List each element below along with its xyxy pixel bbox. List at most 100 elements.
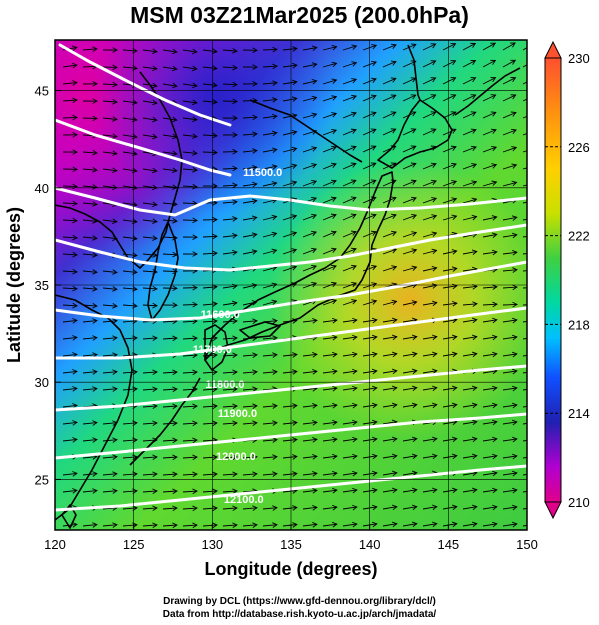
wind-arrow-head (490, 94, 497, 100)
wind-arrow (482, 42, 496, 51)
wind-arrow (182, 151, 197, 154)
wind-arrow-head (292, 471, 298, 477)
wind-arrow-head (252, 471, 258, 477)
wind-arrow (382, 404, 397, 408)
contour-11900 (55, 364, 527, 412)
wind-arrow (462, 438, 477, 442)
wind-arrow (442, 489, 457, 493)
wind-arrow (262, 405, 277, 408)
japan-kyushu-coast (204, 324, 229, 371)
wind-arrow (302, 180, 317, 187)
russia-coast (249, 99, 363, 163)
wind-arrow (462, 421, 477, 425)
wind-arrow-head (331, 128, 338, 135)
wind-arrow (482, 404, 497, 408)
wind-arrow-head (331, 44, 338, 51)
wind-arrow-head (291, 163, 298, 170)
wind-arrow-head (351, 78, 358, 84)
wind-arrow-head (232, 165, 238, 172)
wind-arrow-head (391, 521, 398, 528)
wind-arrow-head (232, 335, 238, 342)
wind-arrow-head (470, 94, 477, 100)
wind-arrow-head (370, 111, 377, 117)
wind-arrow (402, 214, 417, 221)
wind-arrow-head (471, 402, 478, 409)
wind-arrow (442, 111, 456, 119)
wind-arrow (122, 490, 137, 493)
wind-arrow-head (411, 265, 418, 272)
wind-arrow (282, 266, 297, 272)
x-tick-label: 140 (359, 537, 381, 552)
wind-arrow-head (431, 300, 438, 307)
wind-arrow (102, 168, 117, 172)
wind-arrow-head (172, 437, 178, 444)
wind-arrow (102, 422, 117, 425)
wind-arrow (102, 388, 117, 391)
wind-arrow (142, 117, 157, 121)
wind-arrow (82, 117, 98, 119)
wind-arrow (522, 490, 527, 493)
wind-arrow-head (471, 334, 478, 341)
wind-arrow (302, 472, 317, 476)
wind-arrow-head (511, 215, 518, 221)
wind-arrow (482, 370, 497, 374)
wind-arrow-head (371, 60, 377, 67)
wind-arrow-head (511, 521, 518, 528)
wind-arrow (342, 231, 357, 238)
wind-arrow (182, 304, 198, 306)
wind-arrow-head (391, 351, 398, 358)
colorbar-ticks: 230 226 222 218 214 210 (545, 51, 590, 510)
x-tick-label: 145 (437, 537, 459, 552)
wind-arrow (102, 354, 117, 357)
wind-arrow-head (311, 45, 318, 52)
wind-arrow (322, 421, 337, 425)
wind-arrow-head (532, 454, 537, 459)
wind-arrow-head (311, 180, 318, 186)
wind-arrow (342, 489, 357, 493)
wind-arrow (222, 201, 237, 204)
wind-arrow-head (471, 521, 478, 528)
wind-arrow-head (350, 128, 357, 134)
wind-arrow (322, 353, 337, 357)
wind-arrow-head (332, 436, 338, 443)
wind-arrow-head (272, 352, 278, 358)
wind-arrow-head (350, 179, 357, 185)
contour-11800 (55, 306, 527, 360)
wind-arrow-head (332, 317, 338, 324)
wind-arrow-head (371, 282, 378, 288)
wind-arrow-head (511, 163, 518, 169)
wind-arrow-head (172, 335, 178, 342)
wind-arrow (422, 197, 437, 204)
wind-arrow (82, 253, 97, 256)
wind-arrow (342, 319, 357, 323)
wind-arrow (62, 270, 77, 273)
wind-arrow (522, 98, 527, 102)
wind-arrow-head (531, 78, 536, 82)
wind-arrow (62, 472, 77, 476)
y-axis-ticks: 25 30 35 40 45 (35, 84, 61, 487)
wind-arrow-head (312, 505, 318, 511)
wind-arrow-head (431, 521, 438, 528)
wind-arrow (102, 439, 117, 442)
wind-arrow-head (511, 317, 518, 324)
wind-arrow (222, 337, 237, 340)
wind-arrow (82, 456, 97, 459)
wind-arrow-head (511, 351, 518, 358)
wind-arrow (402, 266, 417, 272)
wind-arrow (282, 405, 297, 408)
wind-arrow-head (252, 403, 258, 409)
wind-arrow (422, 43, 436, 51)
wind-arrow-head (212, 233, 218, 240)
wind-arrow (162, 49, 177, 53)
contour-11600 (55, 223, 527, 272)
gridlines (55, 40, 527, 530)
wind-arrow-head (92, 149, 98, 156)
wind-arrow (82, 388, 97, 391)
wind-arrow (142, 236, 157, 239)
contour-label: 11600.0 (201, 309, 240, 321)
wind-arrow-head (532, 181, 537, 186)
wind-arrow-head (171, 82, 178, 89)
wind-arrow (242, 354, 257, 357)
wind-arrow (82, 48, 97, 51)
wind-arrow-head (371, 487, 378, 494)
